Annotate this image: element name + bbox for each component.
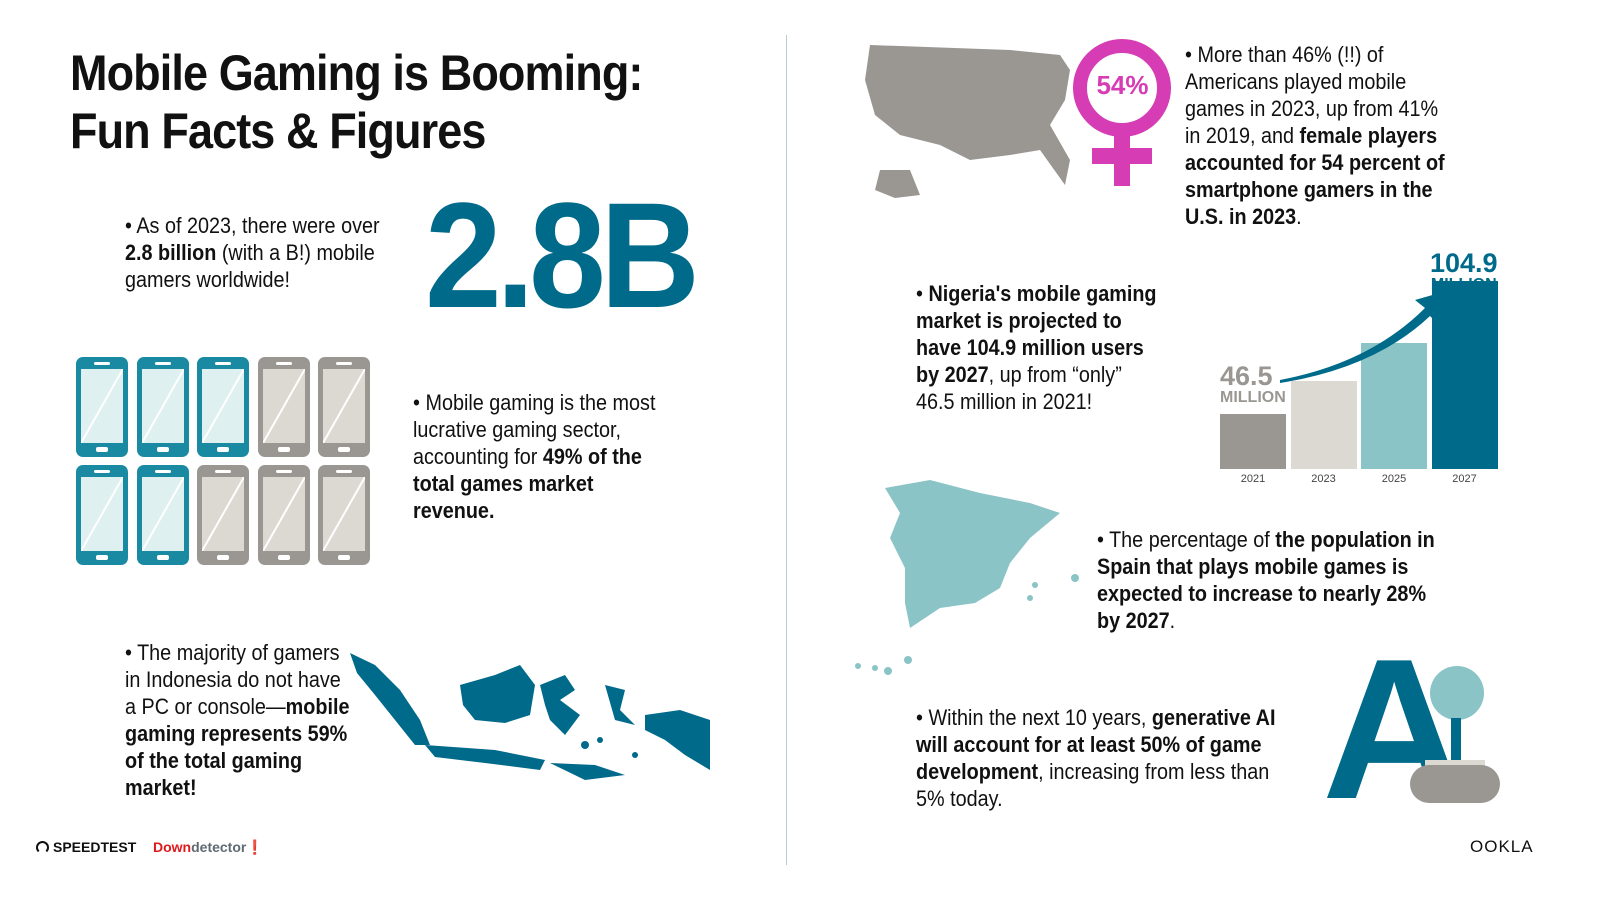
indonesia-map-icon — [350, 653, 710, 780]
fact-revenue-text: • Mobile gaming is the most lucrative ga… — [413, 390, 656, 523]
phone-icon — [76, 465, 128, 565]
phone-icon — [136, 465, 189, 565]
fact-indonesia-text: • The majority of gamers in Indonesia do… — [125, 640, 350, 800]
phone-icon — [257, 357, 310, 457]
phone-icon — [257, 465, 310, 565]
column-divider — [786, 35, 787, 865]
x-tick-label: 2025 — [1381, 473, 1407, 485]
phone-icon — [318, 357, 370, 457]
fact-nigeria-text: • Nigeria's mobile gaming market is proj… — [916, 281, 1157, 414]
us-map-icon — [865, 45, 1070, 198]
female-symbol-icon — [1073, 39, 1171, 186]
nigeria-bar-chart: 46.5 MILLION 104.9 MILLION 2021 2023 2025 202… — [1220, 250, 1500, 490]
bar-2021 — [1220, 413, 1286, 469]
bar-2023 — [1290, 381, 1357, 469]
x-tick-label: 2023 — [1311, 473, 1336, 485]
phone-icon — [76, 357, 128, 457]
phone-icon — [197, 357, 249, 457]
phone-icon — [136, 357, 189, 457]
alert-icon: ❗ — [246, 839, 264, 855]
big-number: 2.8B — [425, 171, 700, 339]
ookla-logo: OOKLA — [1470, 837, 1534, 856]
downdetector-logo: Downdetector❗ — [153, 839, 264, 855]
female-percent-badge: 54% — [1096, 70, 1149, 100]
speedtest-logo: SPEEDTEST — [36, 839, 136, 855]
fact-ai-text: • Within the next 10 years, generative A… — [916, 705, 1276, 811]
label-2027: 104.9 MILLION — [1430, 248, 1498, 293]
growth-arrow-icon — [1280, 290, 1450, 383]
bar-2027 — [1431, 281, 1498, 469]
phone-icon — [197, 465, 249, 565]
x-tick-label: 2027 — [1452, 473, 1477, 485]
joystick-icon — [1410, 666, 1500, 803]
fact-gamers-text: • As of 2023, there were over 2.8 billio… — [125, 213, 380, 292]
phone-icon — [318, 465, 370, 565]
page-title: Mobile Gaming is Booming: Fun Facts & Fi… — [70, 45, 643, 159]
spain-map-icon — [855, 480, 1079, 675]
label-2021: 46.5 MILLION — [1220, 361, 1286, 406]
speedometer-icon — [36, 840, 49, 854]
x-tick-label: 2021 — [1240, 473, 1266, 485]
fact-spain-text: • The percentage of the population in Sp… — [1097, 527, 1435, 633]
bar-2025 — [1361, 343, 1427, 469]
fact-us-text: • More than 46% (!!) of Americans played… — [1185, 42, 1445, 229]
